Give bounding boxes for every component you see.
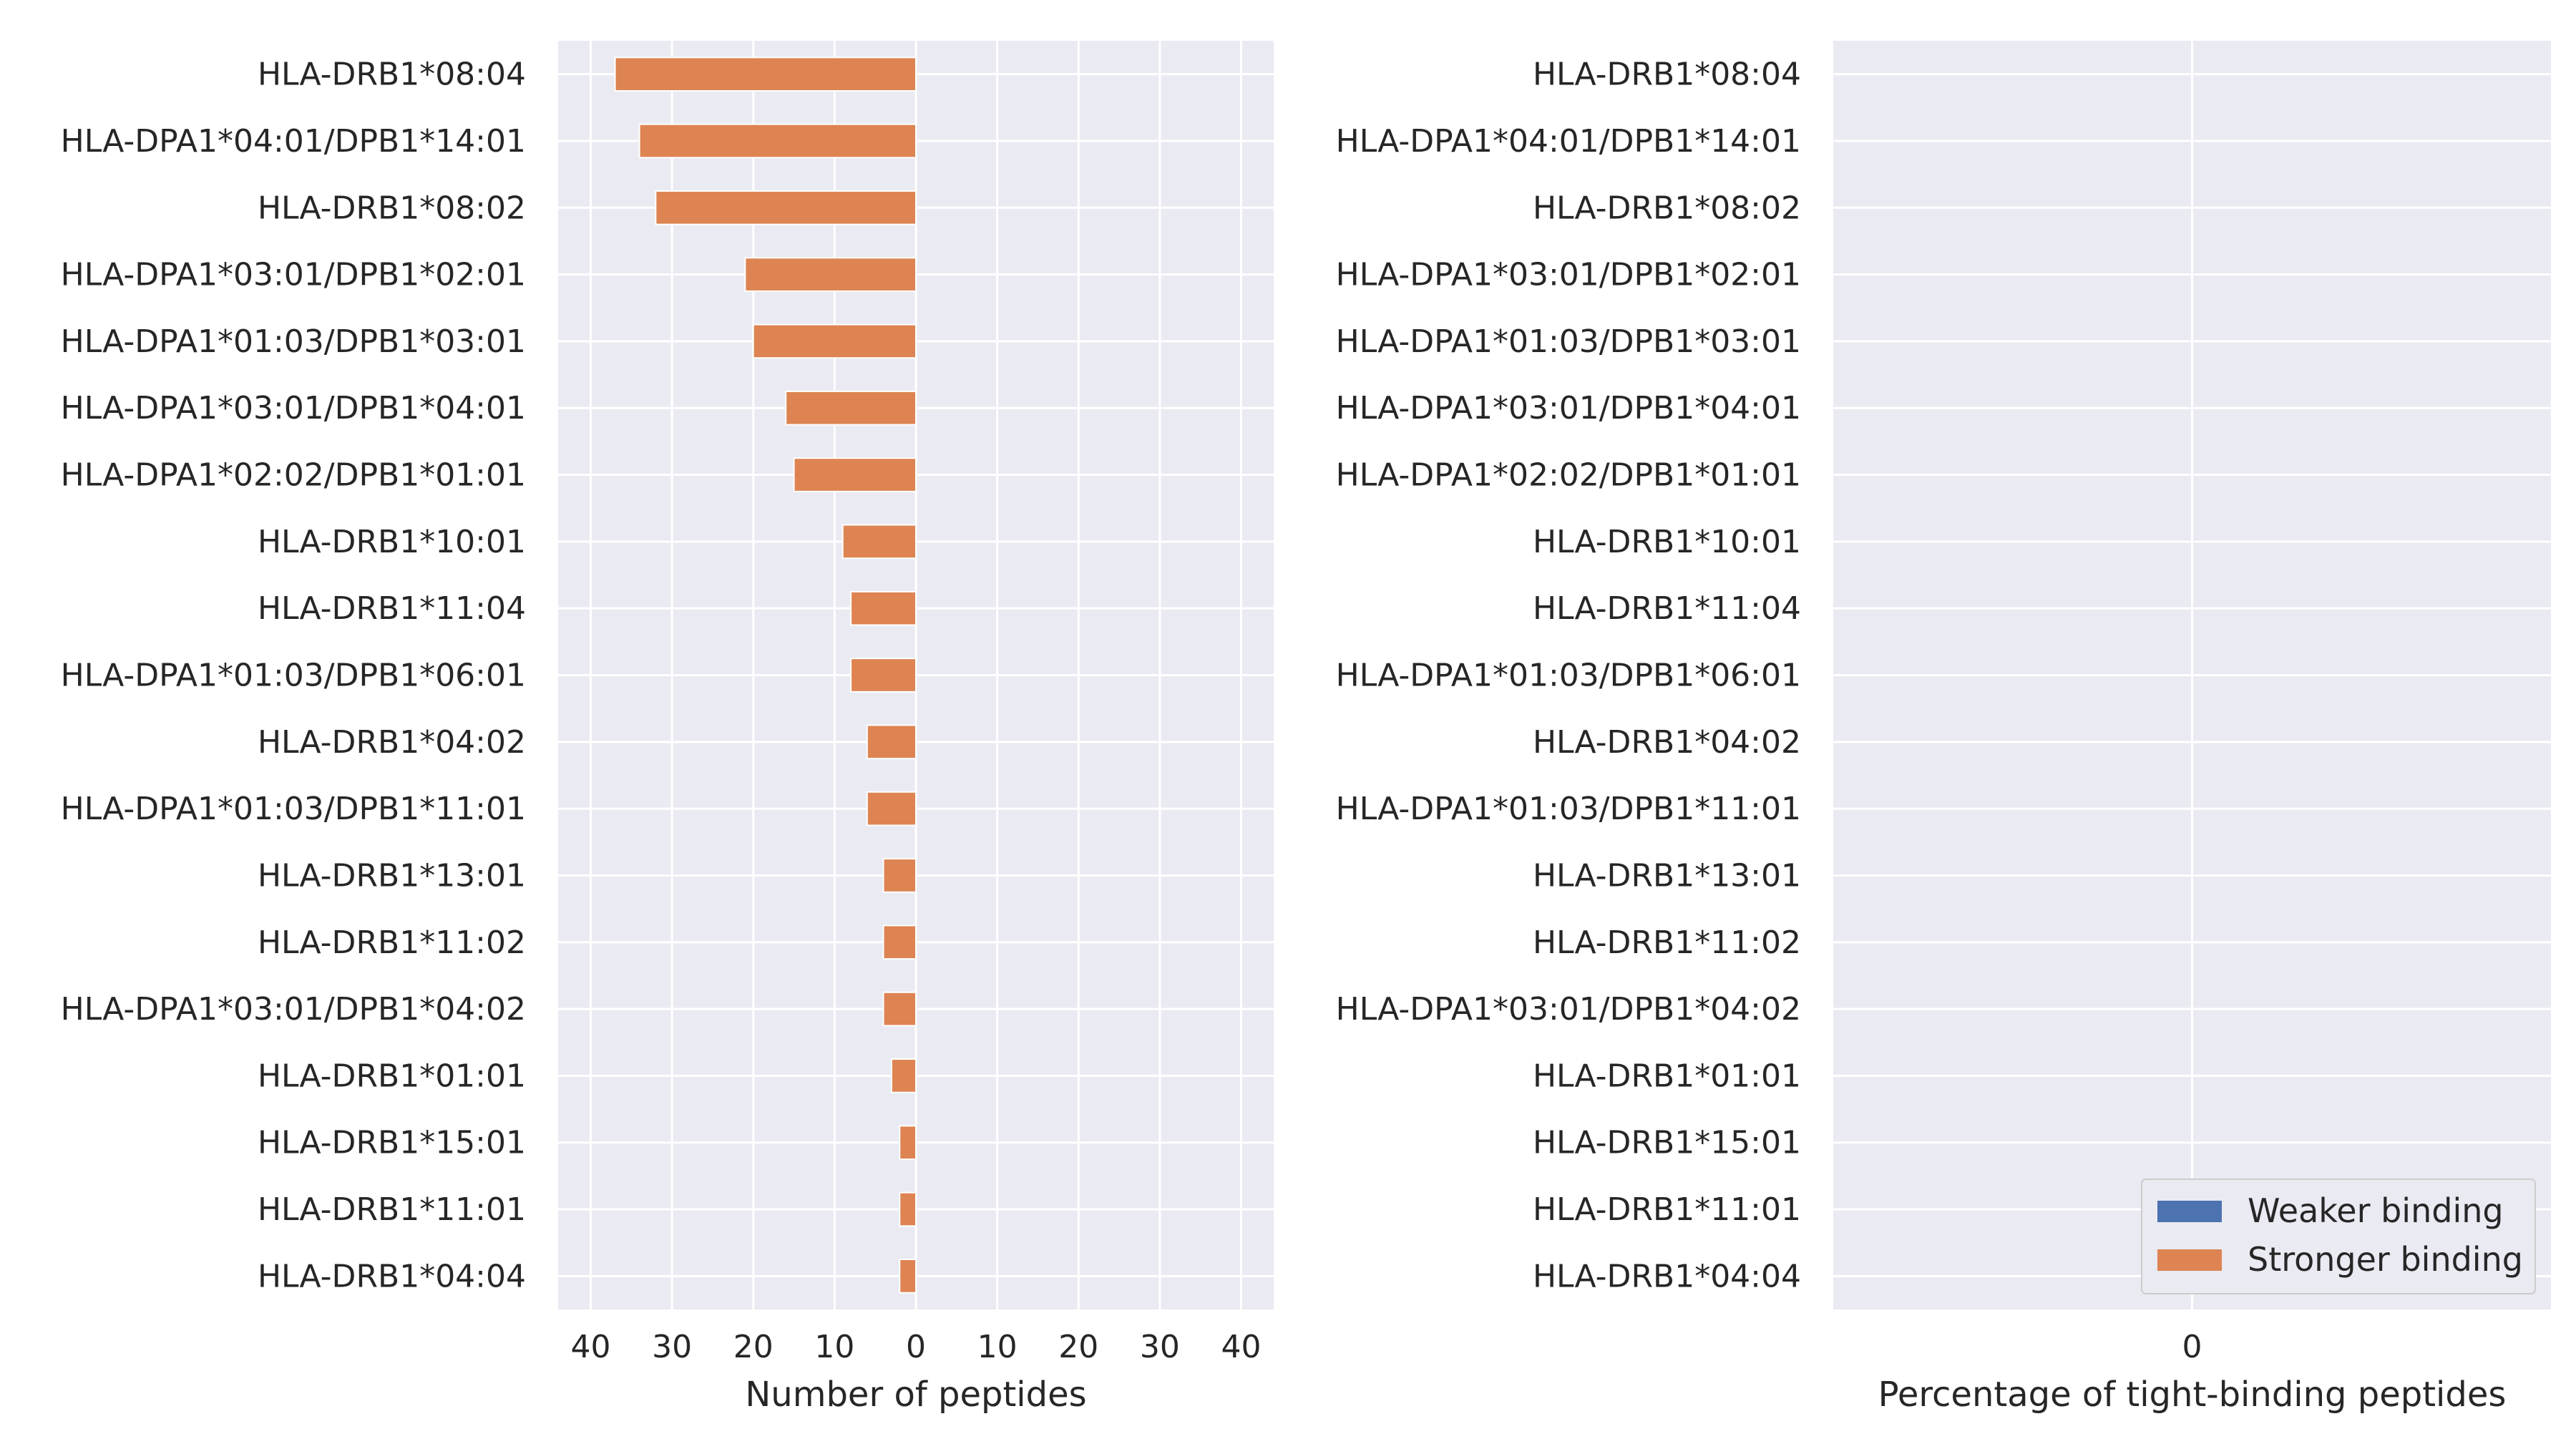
y-tick-label-hla-drb1-11-04: HLA-DRB1*11:04 xyxy=(258,590,526,627)
legend-swatch-stronger-binding xyxy=(2157,1249,2222,1271)
y-tick-label-hla-dpa1-03-01-dpb1-02-01: HLA-DPA1*03:01/DPB1*02:01 xyxy=(1336,257,1801,293)
left-y-tick-labels: HLA-DRB1*08:04 HLA-DPA1*04:01/DPB1*14:01 H… xyxy=(61,57,526,1295)
x-tick-label: 10 xyxy=(814,1329,854,1365)
x-tick-label: 0 xyxy=(2182,1329,2202,1365)
bar-hla-dpa1-02-02-dpb1-01-01 xyxy=(793,457,917,492)
bar-hla-drb1-04-02 xyxy=(866,724,917,760)
legend-label-weaker-binding: Weaker binding xyxy=(2248,1191,2504,1230)
bar-hla-dpa1-01-03-dpb1-06-01 xyxy=(850,658,917,693)
y-tick-label-hla-dpa1-01-03-dpb1-06-01: HLA-DPA1*01:03/DPB1*06:01 xyxy=(61,658,526,694)
y-tick-label-hla-dpa1-01-03-dpb1-03-01: HLA-DPA1*01:03/DPB1*03:01 xyxy=(1336,323,1801,360)
left-chart-panel: HLA-DRB1*08:04 HLA-DPA1*04:01/DPB1*14:01 H… xyxy=(61,41,1274,1415)
bar-hla-dpa1-01-03-dpb1-03-01 xyxy=(752,323,917,359)
legend-label-stronger-binding: Stronger binding xyxy=(2248,1240,2523,1279)
y-tick-label-hla-drb1-04-02: HLA-DRB1*04:02 xyxy=(258,724,526,761)
bar-hla-drb1-11-04 xyxy=(850,590,917,626)
y-tick-label-hla-drb1-04-02: HLA-DRB1*04:02 xyxy=(1533,724,1801,761)
left-x-tick-labels: 40 30 20 10 0 10 20 30 40 xyxy=(570,1329,1261,1365)
y-tick-label-hla-dpa1-03-01-dpb1-04-01: HLA-DPA1*03:01/DPB1*04:01 xyxy=(61,390,526,426)
y-tick-label-hla-drb1-08-02: HLA-DRB1*08:02 xyxy=(258,190,526,226)
y-tick-label-hla-drb1-04-04: HLA-DRB1*04:04 xyxy=(258,1258,526,1294)
bar-hla-drb1-08-02 xyxy=(655,190,917,225)
legend-swatch-weaker-binding xyxy=(2157,1201,2222,1222)
legend-box xyxy=(2141,1179,2536,1294)
y-tick-label-hla-drb1-11-04: HLA-DRB1*11:04 xyxy=(1533,590,1801,627)
y-tick-label-hla-dpa1-01-03-dpb1-06-01: HLA-DPA1*01:03/DPB1*06:01 xyxy=(1336,658,1801,694)
y-tick-label-hla-drb1-08-04: HLA-DRB1*08:04 xyxy=(1533,57,1801,93)
right-chart-panel: HLA-DRB1*08:04 HLA-DPA1*04:01/DPB1*14:01 H… xyxy=(1336,41,2551,1415)
bar-hla-drb1-01-01 xyxy=(890,1058,917,1093)
x-tick-label: 20 xyxy=(733,1329,774,1365)
y-tick-label-hla-dpa1-04-01-dpb1-14-01: HLA-DPA1*04:01/DPB1*14:01 xyxy=(1336,123,1801,160)
y-tick-label-hla-dpa1-03-01-dpb1-04-02: HLA-DPA1*03:01/DPB1*04:02 xyxy=(1336,991,1801,1028)
y-tick-label-hla-drb1-08-02: HLA-DRB1*08:02 xyxy=(1533,190,1801,226)
x-tick-label: 20 xyxy=(1058,1329,1098,1365)
y-tick-label-hla-drb1-11-01: HLA-DRB1*11:01 xyxy=(1533,1191,1801,1228)
x-tick-label: 30 xyxy=(652,1329,692,1365)
x-tick-label: 40 xyxy=(1221,1329,1262,1365)
y-tick-label-hla-drb1-13-01: HLA-DRB1*13:01 xyxy=(258,857,526,894)
bar-hla-dpa1-03-01-dpb1-04-01 xyxy=(785,390,917,426)
y-tick-label-hla-drb1-04-04: HLA-DRB1*04:04 xyxy=(1533,1258,1801,1294)
y-tick-label-hla-drb1-11-01: HLA-DRB1*11:01 xyxy=(258,1191,526,1228)
left-bars xyxy=(614,57,917,1294)
y-tick-label-hla-drb1-10-01: HLA-DRB1*10:01 xyxy=(1533,524,1801,560)
bar-hla-drb1-11-01 xyxy=(899,1191,917,1227)
y-tick-label-hla-drb1-10-01: HLA-DRB1*10:01 xyxy=(258,524,526,560)
bar-hla-dpa1-03-01-dpb1-02-01 xyxy=(744,257,917,292)
y-tick-label-hla-drb1-01-01: HLA-DRB1*01:01 xyxy=(258,1058,526,1094)
bar-hla-drb1-10-01 xyxy=(841,524,917,560)
y-tick-label-hla-drb1-11-02: HLA-DRB1*11:02 xyxy=(1533,924,1801,961)
legend: Weaker binding Stronger binding xyxy=(2141,1179,2536,1294)
y-tick-label-hla-drb1-08-04: HLA-DRB1*08:04 xyxy=(258,57,526,93)
y-tick-label-hla-dpa1-01-03-dpb1-11-01: HLA-DPA1*01:03/DPB1*11:01 xyxy=(61,791,526,827)
right-y-tick-labels: HLA-DRB1*08:04 HLA-DPA1*04:01/DPB1*14:01 H… xyxy=(1336,57,1801,1295)
bar-hla-dpa1-04-01-dpb1-14-01 xyxy=(638,123,917,159)
bar-hla-drb1-08-04 xyxy=(614,57,917,92)
right-x-axis-title: Percentage of tight-binding peptides xyxy=(1878,1375,2507,1415)
y-tick-label-hla-dpa1-03-01-dpb1-04-01: HLA-DPA1*03:01/DPB1*04:01 xyxy=(1336,390,1801,426)
y-tick-label-hla-dpa1-02-02-dpb1-01-01: HLA-DPA1*02:02/DPB1*01:01 xyxy=(1336,457,1801,494)
bar-hla-drb1-13-01 xyxy=(882,858,917,893)
bar-hla-drb1-04-04 xyxy=(899,1259,917,1294)
y-tick-label-hla-drb1-13-01: HLA-DRB1*13:01 xyxy=(1533,857,1801,894)
y-tick-label-hla-dpa1-02-02-dpb1-01-01: HLA-DPA1*02:02/DPB1*01:01 xyxy=(61,457,526,494)
y-tick-label-hla-dpa1-03-01-dpb1-04-02: HLA-DPA1*03:01/DPB1*04:02 xyxy=(61,991,526,1028)
y-tick-label-hla-dpa1-01-03-dpb1-03-01: HLA-DPA1*01:03/DPB1*03:01 xyxy=(61,323,526,360)
left-x-axis-title: Number of peptides xyxy=(745,1375,1086,1415)
y-tick-label-hla-drb1-15-01: HLA-DRB1*15:01 xyxy=(258,1125,526,1161)
x-tick-label: 30 xyxy=(1140,1329,1180,1365)
bar-hla-dpa1-01-03-dpb1-11-01 xyxy=(866,791,917,826)
y-tick-label-hla-dpa1-01-03-dpb1-11-01: HLA-DPA1*01:03/DPB1*11:01 xyxy=(1336,791,1801,827)
y-tick-label-hla-drb1-11-02: HLA-DRB1*11:02 xyxy=(258,924,526,961)
x-tick-label: 40 xyxy=(570,1329,610,1365)
y-tick-label-hla-drb1-01-01: HLA-DRB1*01:01 xyxy=(1533,1058,1801,1094)
right-x-tick-labels: 0 xyxy=(2182,1329,2202,1365)
bar-hla-drb1-11-02 xyxy=(882,924,917,960)
y-tick-label-hla-drb1-15-01: HLA-DRB1*15:01 xyxy=(1533,1125,1801,1161)
x-tick-label: 10 xyxy=(977,1329,1018,1365)
y-tick-label-hla-dpa1-04-01-dpb1-14-01: HLA-DPA1*04:01/DPB1*14:01 xyxy=(61,123,526,160)
bar-hla-dpa1-03-01-dpb1-04-02 xyxy=(882,991,917,1027)
y-tick-label-hla-dpa1-03-01-dpb1-02-01: HLA-DPA1*03:01/DPB1*02:01 xyxy=(61,257,526,293)
x-tick-label: 0 xyxy=(906,1329,926,1365)
bar-hla-drb1-15-01 xyxy=(899,1125,917,1161)
right-gridlines xyxy=(1833,41,2551,1309)
